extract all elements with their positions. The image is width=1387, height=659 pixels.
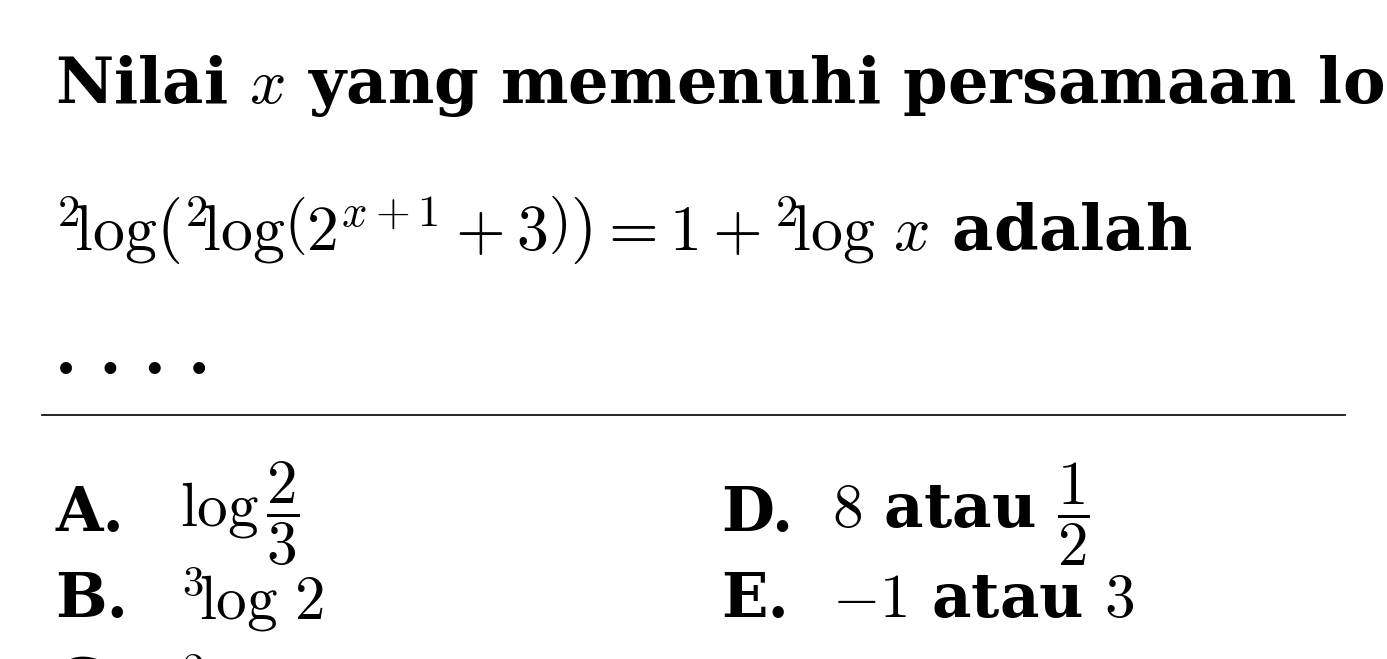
Text: ${}^{2}\!\log\!\left({}^{2}\!\log\!\left(2^{x+1}+3\right)\right)=1+{}^{2}\!\log\: ${}^{2}\!\log\!\left({}^{2}\!\log\!\left…: [55, 194, 1193, 267]
Text: D.: D.: [721, 484, 793, 544]
Text: ${}^{3}\!\log\,2$: ${}^{3}\!\log\,2$: [180, 565, 325, 634]
Text: A.: A.: [55, 484, 125, 544]
Text: B.: B.: [55, 569, 129, 630]
Text: E.: E.: [721, 569, 789, 630]
Text: $-1$ atau $3$: $-1$ atau $3$: [832, 569, 1135, 630]
Text: C.: C.: [55, 655, 125, 659]
Text: Nilai $x$ yang memenuhi persamaan logaritma: Nilai $x$ yang memenuhi persamaan logari…: [55, 53, 1387, 119]
Text: . . . .: . . . .: [55, 326, 211, 386]
Text: $8$ atau $\dfrac{1}{2}$: $8$ atau $\dfrac{1}{2}$: [832, 461, 1090, 567]
Text: $\log\dfrac{2}{3}$: $\log\dfrac{2}{3}$: [180, 460, 300, 568]
Text: ${}^{2}\!\log\,3$: ${}^{2}\!\log\,3$: [180, 651, 326, 659]
